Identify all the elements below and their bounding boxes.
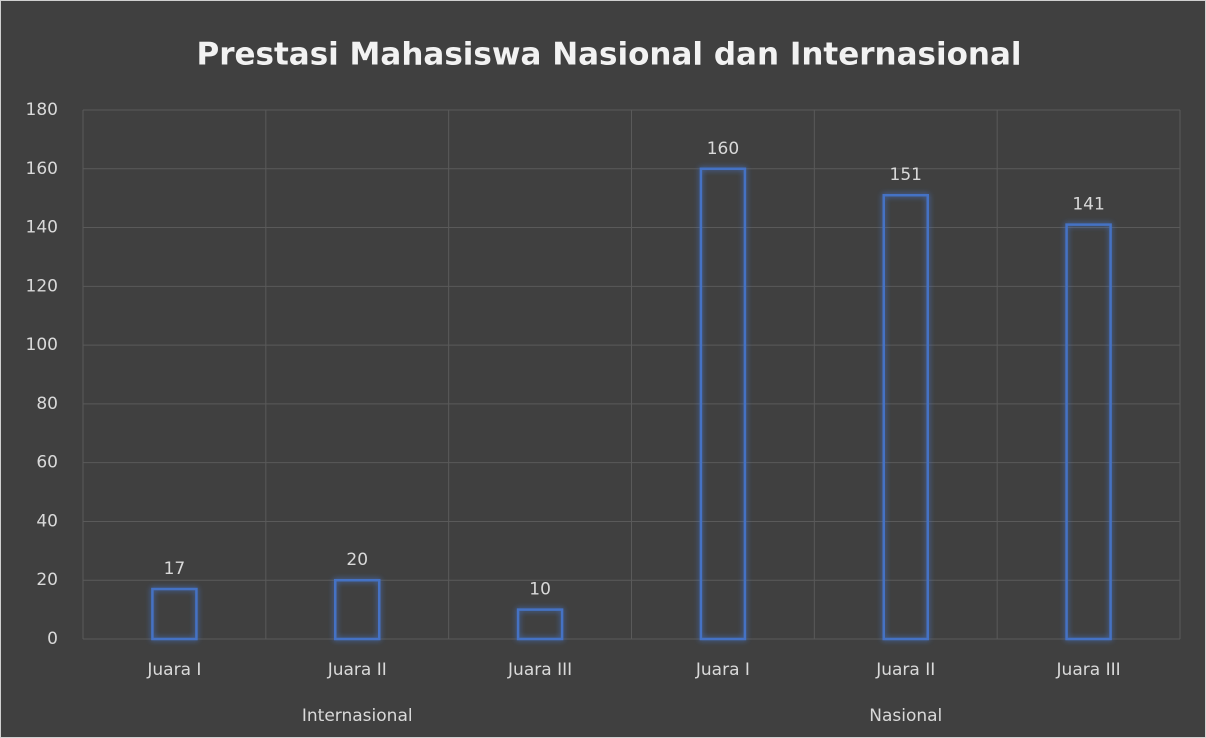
x-tick-label: Juara III <box>507 660 572 680</box>
data-label: 10 <box>529 580 551 600</box>
x-tick-label: Juara II <box>327 660 387 680</box>
bar <box>151 587 198 641</box>
y-tick-label: 0 <box>47 629 58 649</box>
x-tick-label: Juara I <box>695 660 750 680</box>
data-label: 17 <box>164 559 186 579</box>
y-tick-label: 100 <box>26 335 58 355</box>
y-tick-label: 180 <box>26 100 58 120</box>
y-tick-label: 120 <box>26 276 58 296</box>
data-label: 160 <box>707 139 739 159</box>
y-tick-label: 60 <box>36 453 58 473</box>
x-tick-label: Juara I <box>146 660 201 680</box>
y-tick-label: 140 <box>26 218 58 238</box>
bar <box>516 608 564 641</box>
x-tick-label: Juara III <box>1056 660 1121 680</box>
bar <box>334 578 381 641</box>
data-label: 151 <box>890 165 922 185</box>
y-tick-label: 40 <box>36 511 58 531</box>
group-label: Nasional <box>869 706 942 726</box>
data-label: 141 <box>1072 195 1104 215</box>
chart-title: Prestasi Mahasiswa Nasional dan Internas… <box>196 37 1021 73</box>
group-label: Internasional <box>302 706 413 726</box>
x-tick-label: Juara II <box>875 660 935 680</box>
y-tick-label: 160 <box>26 159 58 179</box>
y-tick-label: 20 <box>36 570 58 590</box>
bar <box>882 193 929 641</box>
data-label: 20 <box>346 550 368 570</box>
y-tick-label: 80 <box>36 394 58 414</box>
bar <box>1065 223 1112 641</box>
bar <box>699 167 747 641</box>
